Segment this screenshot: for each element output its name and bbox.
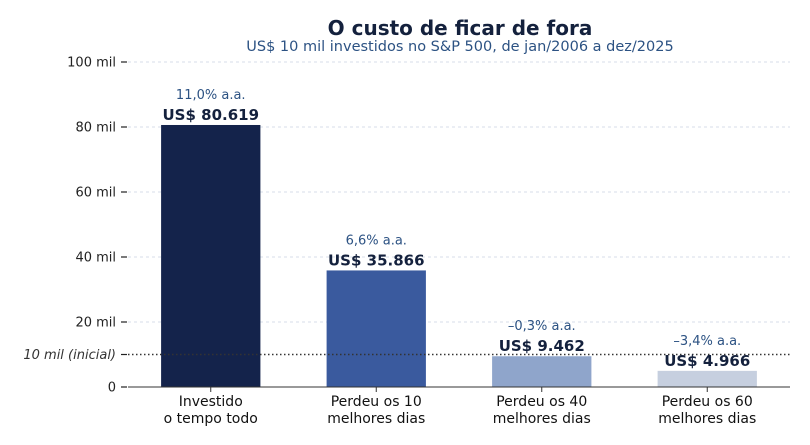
axes: 0 20 mil 40 mil 60 mil 80 mil 100 mil Investid… — [67, 56, 790, 427]
value-label: US$ 4.966 — [664, 352, 750, 370]
data-labels: US$ 80.619 11,0% a.a. US$ 35.866 6,6% a.a. U… — [162, 88, 750, 370]
y-tick-label: 60 mil — [75, 186, 116, 201]
bar — [657, 370, 757, 387]
x-tick-label: Investido — [179, 394, 243, 410]
x-tick-label: o tempo todo — [164, 411, 258, 427]
y-tick-label: 100 mil — [67, 56, 116, 71]
bar — [326, 270, 426, 387]
bar — [492, 356, 592, 387]
x-tick-label: Perdeu os 10 — [331, 394, 422, 410]
y-tick-label: 20 mil — [75, 316, 116, 331]
y-tick-label: 80 mil — [75, 121, 116, 136]
bars — [161, 124, 757, 387]
x-tick-label: Perdeu os 60 — [662, 394, 753, 410]
bar — [161, 124, 261, 387]
rate-label: –3,4% a.a. — [673, 334, 741, 349]
x-tick-label: melhores dias — [658, 411, 756, 427]
reference-line-label: 10 mil (inicial) — [23, 348, 116, 363]
rate-label: 6,6% a.a. — [346, 233, 407, 248]
rate-label: 11,0% a.a. — [176, 88, 246, 103]
reference-line-group: 10 mil (inicial) — [23, 348, 790, 363]
rate-label: –0,3% a.a. — [508, 319, 576, 334]
chart-subtitle: US$ 10 mil investidos no S&P 500, de jan… — [246, 39, 673, 55]
value-label: US$ 9.462 — [499, 337, 585, 355]
x-tick-label: Perdeu os 40 — [496, 394, 587, 410]
y-tick-label: 0 — [108, 381, 116, 396]
y-tick-label: 40 mil — [75, 251, 116, 266]
chart-title: O custo de ficar de fora — [328, 16, 593, 40]
x-tick-label: melhores dias — [327, 411, 425, 427]
value-label: US$ 80.619 — [162, 106, 259, 124]
x-tick-label: melhores dias — [493, 411, 591, 427]
value-label: US$ 35.866 — [328, 251, 425, 269]
